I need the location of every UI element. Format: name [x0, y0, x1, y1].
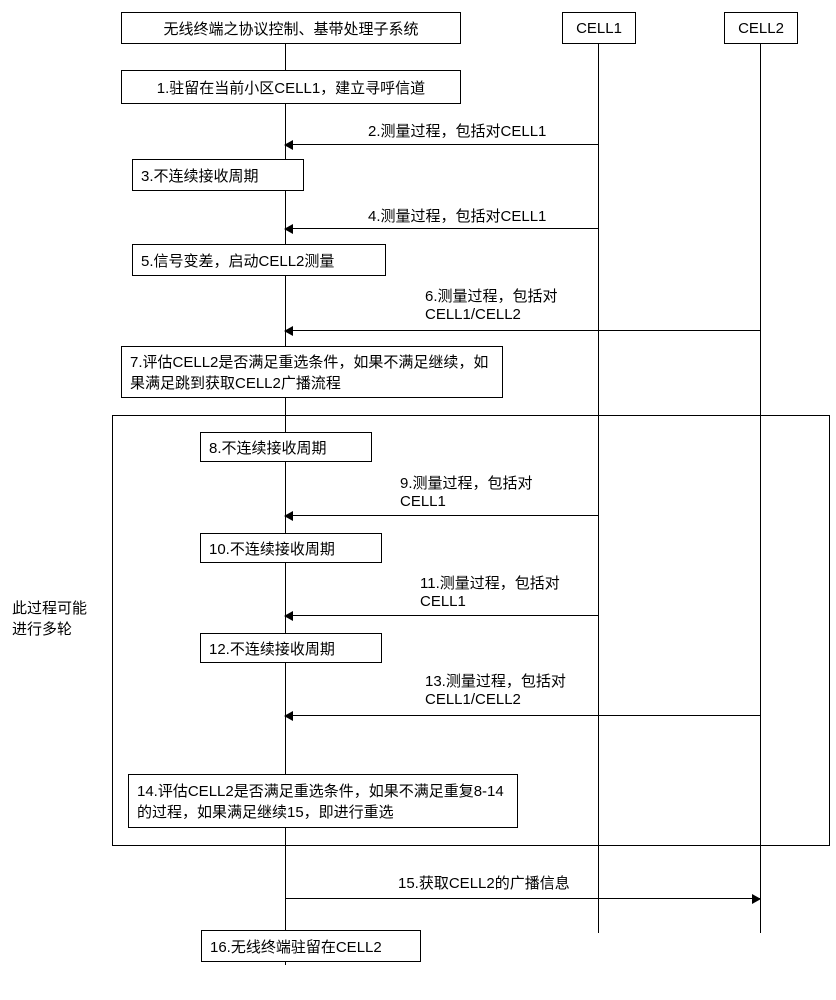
loop-note-text: 此过程可能 进行多轮: [12, 600, 87, 638]
loop-note: 此过程可能 进行多轮: [12, 598, 87, 640]
msg-13-label: 13.测量过程，包括对 CELL1/CELL2: [425, 670, 566, 708]
msg-6-text: 6.测量过程，包括对 CELL1/CELL2: [425, 288, 558, 323]
step-16: 16.无线终端驻留在CELL2: [201, 930, 421, 962]
msg-9-text: 9.测量过程，包括对 CELL1: [400, 475, 533, 510]
msg-9-label: 9.测量过程，包括对 CELL1: [400, 472, 533, 510]
msg-15-arrow: [285, 898, 760, 899]
step-3: 3.不连续接收周期: [132, 159, 304, 191]
header-subsystem-label: 无线终端之协议控制、基带处理子系统: [163, 18, 418, 39]
msg-11-label: 11.测量过程，包括对 CELL1: [420, 572, 560, 610]
step-5-label: 5.信号变差，启动CELL2测量: [141, 250, 334, 271]
header-cell2: CELL2: [724, 12, 798, 44]
msg-6-label: 6.测量过程，包括对 CELL1/CELL2: [425, 285, 558, 323]
header-cell1-label: CELL1: [576, 20, 622, 37]
msg-13-text: 13.测量过程，包括对 CELL1/CELL2: [425, 673, 566, 708]
step-3-label: 3.不连续接收周期: [141, 165, 259, 186]
connect-0-1: [285, 44, 286, 70]
msg-2-text: 2.测量过程，包括对CELL1: [368, 123, 546, 140]
msg-6-arrow: [285, 330, 760, 331]
step-14-label: 14.评估CELL2是否满足重选条件，如果不满足重复8-14的过程，如果满足继续…: [137, 780, 509, 822]
step-12-label: 12.不连续接收周期: [209, 638, 335, 659]
step-14: 14.评估CELL2是否满足重选条件，如果不满足重复8-14的过程，如果满足继续…: [128, 774, 518, 828]
step-1: 1.驻留在当前小区CELL1，建立寻呼信道: [121, 70, 461, 104]
step-10: 10.不连续接收周期: [200, 533, 382, 563]
step-1-label: 1.驻留在当前小区CELL1，建立寻呼信道: [157, 77, 425, 98]
msg-4-arrow: [285, 228, 598, 229]
msg-15-label: 15.获取CELL2的广播信息: [398, 872, 570, 893]
msg-2-label: 2.测量过程，包括对CELL1: [368, 120, 546, 141]
msg-4-text: 4.测量过程，包括对CELL1: [368, 208, 546, 225]
msg-11-text: 11.测量过程，包括对 CELL1: [420, 575, 560, 610]
step-5: 5.信号变差，启动CELL2测量: [132, 244, 386, 276]
msg-11-arrow: [285, 615, 598, 616]
msg-15-text: 15.获取CELL2的广播信息: [398, 875, 570, 892]
step-10-label: 10.不连续接收周期: [209, 538, 335, 559]
header-cell2-label: CELL2: [738, 20, 784, 37]
step-7-label: 7.评估CELL2是否满足重选条件，如果不满足继续，如果满足跳到获取CELL2广…: [130, 351, 494, 393]
msg-2-arrow: [285, 144, 598, 145]
step-8-label: 8.不连续接收周期: [209, 437, 327, 458]
msg-9-arrow: [285, 515, 598, 516]
step-7: 7.评估CELL2是否满足重选条件，如果不满足继续，如果满足跳到获取CELL2广…: [121, 346, 503, 398]
header-subsystem: 无线终端之协议控制、基带处理子系统: [121, 12, 461, 44]
msg-4-label: 4.测量过程，包括对CELL1: [368, 205, 546, 226]
msg-13-arrow: [285, 715, 760, 716]
step-16-label: 16.无线终端驻留在CELL2: [210, 936, 382, 957]
header-cell1: CELL1: [562, 12, 636, 44]
step-12: 12.不连续接收周期: [200, 633, 382, 663]
step-8: 8.不连续接收周期: [200, 432, 372, 462]
